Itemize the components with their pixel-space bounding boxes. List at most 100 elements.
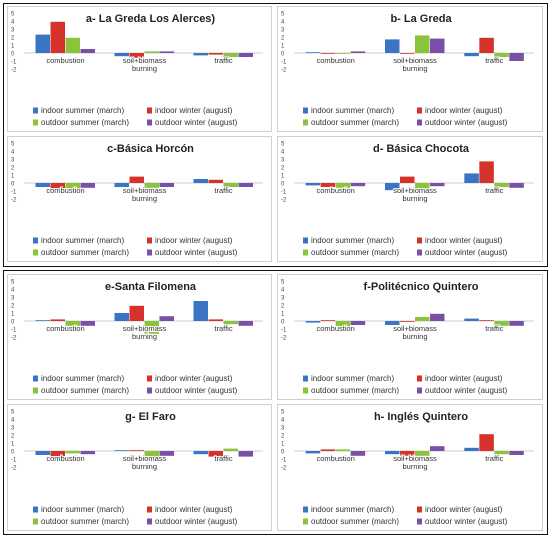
category-label: combustion xyxy=(46,56,84,65)
bar-mark xyxy=(223,321,238,325)
legend-label: indoor winter (august) xyxy=(425,505,503,514)
bar-mark xyxy=(335,183,351,188)
y-tick-label: -1 xyxy=(11,190,17,196)
bar-mark xyxy=(494,53,509,57)
legend-label: outdoor summer (march) xyxy=(41,118,129,127)
bar-mark xyxy=(430,446,445,451)
bar-mark xyxy=(305,52,321,53)
category-label: soil+biomass burning xyxy=(123,454,167,471)
y-tick-label: 0 xyxy=(281,52,285,58)
legend-label: outdoor winter (august) xyxy=(425,248,508,257)
category-label: traffic xyxy=(485,56,503,65)
y-tick-label: 4 xyxy=(281,150,285,156)
legend-swatch xyxy=(303,249,308,256)
y-tick-label: -2 xyxy=(11,68,17,74)
bar-mark xyxy=(193,53,208,56)
bar-mark xyxy=(35,451,50,455)
bar-mark xyxy=(464,173,479,183)
chart-title: d- Básica Chocota xyxy=(373,143,470,155)
y-tick-label: 5 xyxy=(281,280,285,286)
y-tick-label: 1 xyxy=(11,174,15,180)
y-tick-label: 3 xyxy=(11,158,15,164)
bar-mark xyxy=(400,451,415,456)
chart-panel: a- La Greda Los Alerces) 5 4 3 2 1 0 -1 -2 combus… xyxy=(7,6,272,132)
chart-panel: h- Inglés Quintero 5 4 3 2 1 0 -1 -2 combustion so… xyxy=(277,404,543,531)
y-tick-label: 2 xyxy=(281,36,285,42)
bar-mark xyxy=(65,451,80,454)
legend-label: indoor summer (march) xyxy=(41,374,124,383)
y-tick-label: 5 xyxy=(11,142,15,148)
legend-label: indoor winter (august) xyxy=(425,374,503,383)
y-tick-label: 0 xyxy=(11,320,15,326)
bar-mark xyxy=(144,321,159,334)
y-tick-label: -2 xyxy=(281,198,287,204)
bar-mark xyxy=(385,183,400,191)
y-tick-label: -2 xyxy=(281,336,287,342)
y-tick-label: 3 xyxy=(11,296,15,302)
bar-mark xyxy=(415,183,430,193)
bar-mark xyxy=(335,321,351,327)
legend-label: indoor summer (march) xyxy=(41,505,124,514)
legend-swatch xyxy=(33,518,38,525)
legend-swatch xyxy=(417,518,422,525)
bar-mark xyxy=(80,183,95,188)
bar-mark xyxy=(129,176,144,183)
bar-mark xyxy=(430,38,445,53)
bottom-figure-group xyxy=(3,270,548,535)
bar-mark xyxy=(494,451,509,455)
legend-label: indoor summer (march) xyxy=(311,374,394,383)
bar-mark xyxy=(35,183,50,187)
y-tick-label: 2 xyxy=(281,434,285,440)
bar-mark xyxy=(430,183,445,187)
legend-label: outdoor winter (august) xyxy=(155,386,238,395)
chart-title: h- Inglés Quintero xyxy=(374,411,468,423)
legend-swatch xyxy=(33,387,38,394)
category-label: soil+biomass burning xyxy=(393,56,437,73)
bar-mark xyxy=(335,449,351,451)
legend-swatch xyxy=(417,375,422,382)
y-tick-label: 0 xyxy=(11,182,15,188)
y-tick-label: -2 xyxy=(11,466,17,472)
chart-svg: c-Básica Horcón 5 4 3 2 1 0 -1 -2 combustion soil+… xyxy=(11,142,263,257)
bar-mark xyxy=(415,451,430,456)
bar-mark xyxy=(159,183,174,187)
y-tick-label: 1 xyxy=(11,44,15,50)
bar-mark xyxy=(320,449,336,451)
y-tick-label: 2 xyxy=(11,304,15,310)
legend-label: outdoor winter (august) xyxy=(425,386,508,395)
category-label: soil+biomass burning xyxy=(393,324,437,341)
bar-mark xyxy=(50,21,65,53)
bar-mark xyxy=(50,451,65,458)
y-tick-label: -2 xyxy=(11,336,17,342)
legend-swatch xyxy=(303,375,308,382)
bar-mark xyxy=(223,448,238,451)
y-tick-label: 5 xyxy=(11,410,15,416)
y-tick-label: 4 xyxy=(281,288,285,294)
chart-title: f-Politécnico Quintero xyxy=(364,281,479,293)
bar-mark xyxy=(415,35,430,53)
category-label: combustion xyxy=(316,186,354,195)
category-label: traffic xyxy=(214,186,232,195)
bar-mark xyxy=(159,51,174,53)
chart-panel: c-Básica Horcón 5 4 3 2 1 0 -1 -2 combustion soil+… xyxy=(7,136,272,262)
chart-svg: h- Inglés Quintero 5 4 3 2 1 0 -1 -2 combustion so… xyxy=(281,410,534,526)
legend-swatch xyxy=(147,506,152,513)
y-tick-label: 5 xyxy=(281,410,285,416)
bar-mark xyxy=(464,447,479,451)
legend-label: indoor summer (march) xyxy=(41,236,124,245)
y-tick-label: 3 xyxy=(281,28,285,34)
category-label: traffic xyxy=(214,454,232,463)
y-tick-label: -1 xyxy=(281,60,287,66)
y-tick-label: 1 xyxy=(11,442,15,448)
legend-swatch xyxy=(417,249,422,256)
bar-mark xyxy=(509,183,524,188)
bar-mark xyxy=(305,321,321,323)
bar-mark xyxy=(464,318,479,321)
bar-mark xyxy=(223,53,238,57)
y-tick-label: -2 xyxy=(281,68,287,74)
chart-title: b- La Greda xyxy=(390,13,452,25)
chart-svg: b- La Greda 5 4 3 2 1 0 -1 -2 combustion soil+biom… xyxy=(281,12,534,127)
bar-mark xyxy=(415,317,430,321)
bar-mark xyxy=(114,313,129,321)
legend-label: indoor winter (august) xyxy=(155,106,233,115)
